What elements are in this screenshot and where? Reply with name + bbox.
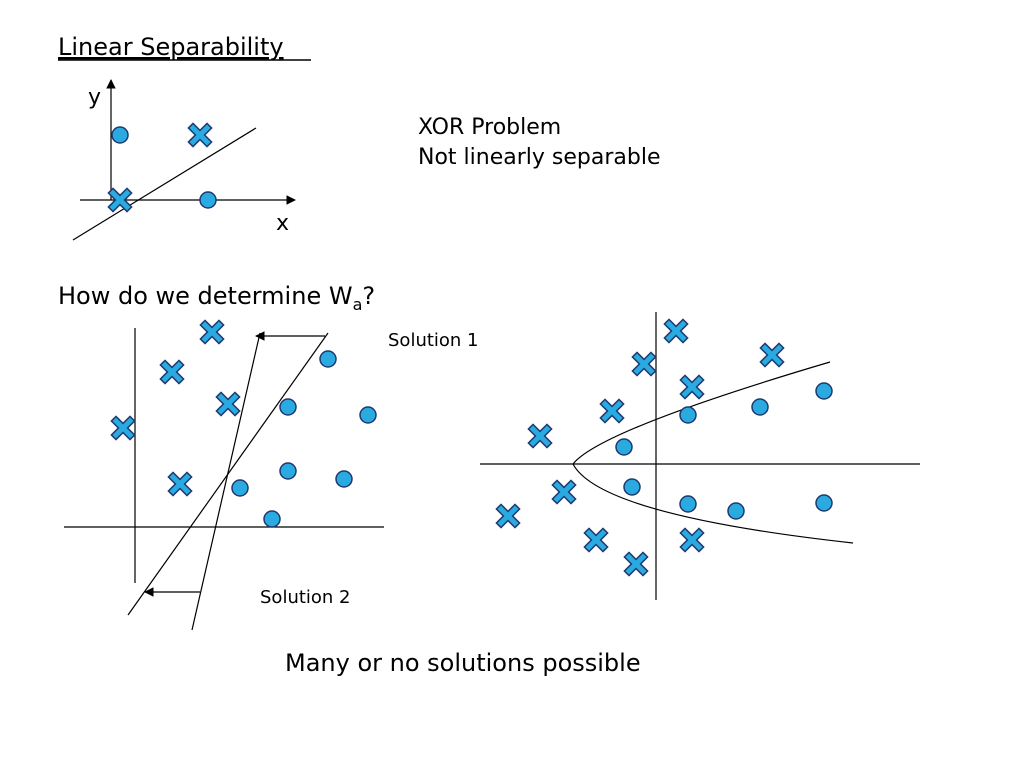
question: How do we determine Wa? bbox=[58, 282, 375, 314]
circle-point bbox=[111, 126, 129, 144]
conclusion: Many or no solutions possible bbox=[285, 649, 641, 677]
separator bbox=[72, 127, 257, 241]
xor-plot: y x bbox=[72, 79, 296, 241]
cross-point bbox=[501, 509, 515, 523]
cross-point bbox=[116, 421, 130, 435]
cross-point bbox=[589, 533, 603, 547]
cross-point bbox=[533, 429, 547, 443]
solution-label: Solution 2 bbox=[260, 587, 351, 608]
cross-point bbox=[605, 404, 619, 418]
note-line: Not linearly separable bbox=[418, 145, 660, 170]
cross-point bbox=[629, 557, 643, 571]
circle-point bbox=[231, 479, 249, 497]
circle-point bbox=[679, 495, 697, 513]
circle-point bbox=[623, 478, 641, 496]
circle-point bbox=[359, 406, 377, 424]
circle-point bbox=[751, 398, 769, 416]
circle-point bbox=[815, 494, 833, 512]
circle-point bbox=[815, 382, 833, 400]
cross-point bbox=[165, 365, 179, 379]
solutions-plot: Solution 1 Solution 2 bbox=[64, 325, 479, 631]
solution-label: Solution 1 bbox=[388, 330, 479, 351]
cross-point bbox=[113, 193, 127, 207]
cross-point bbox=[685, 533, 699, 547]
title: Linear Separability bbox=[58, 33, 284, 61]
y-label: y bbox=[88, 85, 101, 110]
cross-point bbox=[557, 485, 571, 499]
circle-point bbox=[615, 438, 633, 456]
circle-point bbox=[679, 406, 697, 424]
question-text: How do we determine W bbox=[58, 282, 353, 310]
cross-point bbox=[205, 325, 219, 339]
question-subscript: a bbox=[353, 295, 363, 314]
cross-point bbox=[221, 397, 235, 411]
cross-point bbox=[765, 348, 779, 362]
circle-point bbox=[279, 462, 297, 480]
cross-point bbox=[669, 324, 683, 338]
nonlinear-plot bbox=[480, 312, 920, 600]
circle-point bbox=[199, 191, 217, 209]
circle-point bbox=[279, 398, 297, 416]
cross-point bbox=[685, 380, 699, 394]
circle-point bbox=[319, 350, 337, 368]
circle-point bbox=[727, 502, 745, 520]
cross-point bbox=[173, 477, 187, 491]
note-line: XOR Problem bbox=[418, 115, 561, 140]
circle-point bbox=[263, 510, 281, 528]
x-label: x bbox=[276, 211, 289, 236]
cross-point bbox=[193, 128, 207, 142]
cross-point bbox=[637, 357, 651, 371]
question-suffix: ? bbox=[362, 282, 375, 310]
parabola bbox=[572, 361, 854, 544]
separator bbox=[191, 332, 261, 631]
circle-point bbox=[335, 470, 353, 488]
